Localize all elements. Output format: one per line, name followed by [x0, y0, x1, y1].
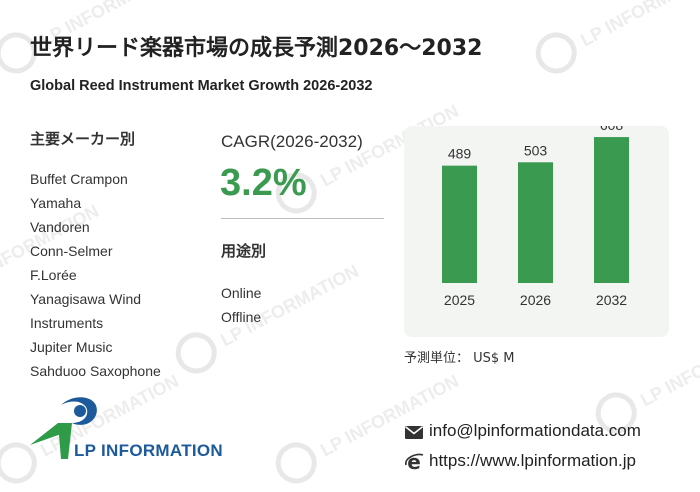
svg-text:LP INFORMATION: LP INFORMATION: [317, 371, 462, 461]
internet-explorer-icon: e: [405, 452, 424, 472]
manufacturer-item: Instruments: [30, 315, 104, 331]
page-title: 世界リード楽器市場の成長予測2026～2032: [30, 36, 483, 61]
envelope-icon: [405, 426, 423, 439]
cagr-label: CAGR(2026-2032): [221, 132, 363, 151]
manufacturer-item: Yanagisawa Wind: [30, 291, 142, 307]
x-tick-label: 2026: [520, 292, 551, 308]
page-subtitle: Global Reed Instrument Market Growth 202…: [30, 78, 373, 94]
watermark-mark: LP INFORMATION: [535, 0, 700, 74]
logo-mark-icon: [30, 397, 97, 459]
logo-text: LP INFORMATION: [74, 441, 224, 460]
manufacturer-item: Conn-Selmer: [30, 243, 113, 259]
manufacturer-item: Sahduoo Saxophone: [30, 363, 161, 379]
bar-chart: 489 2025 503 2026 608 2032: [442, 126, 629, 308]
manufacturer-item: Jupiter Music: [30, 339, 113, 355]
company-logo: [30, 397, 97, 459]
applications-list: Online Offline: [221, 284, 261, 332]
email-text[interactable]: info@lpinformationdata.com: [429, 421, 641, 440]
bar-2025: [442, 165, 477, 283]
watermark-mark: LP INFORMATION: [175, 261, 362, 374]
manufacturer-item: Buffet Crampon: [30, 171, 128, 187]
manufacturer-item: F.Lorée: [30, 267, 77, 283]
x-tick-label: 2032: [596, 292, 627, 308]
website-text[interactable]: https://www.lpinformation.jp: [429, 451, 636, 470]
manufacturers-heading: 主要メーカー別: [30, 130, 136, 148]
bar-2032: [594, 137, 629, 283]
applications-heading: 用途別: [221, 242, 267, 260]
manufacturer-item: Vandoren: [30, 219, 90, 235]
manufacturer-item: Yamaha: [30, 195, 82, 211]
bar-value-label: 503: [524, 142, 548, 158]
bar-value-label: 608: [600, 126, 624, 133]
bar-value-label: 489: [448, 146, 472, 162]
application-item: Offline: [221, 309, 262, 325]
svg-text:LP INFORMATION: LP INFORMATION: [577, 0, 700, 50]
cagr-value: 3.2%: [220, 162, 307, 204]
x-tick-label: 2025: [444, 292, 475, 308]
manufacturers-list: Buffet Crampon Yamaha Vandoren Conn-Selm…: [30, 170, 161, 386]
divider: [221, 218, 384, 219]
application-item: Online: [221, 285, 262, 301]
unit-label: 予測単位： US$ M: [404, 351, 515, 366]
bar-2026: [518, 162, 553, 283]
